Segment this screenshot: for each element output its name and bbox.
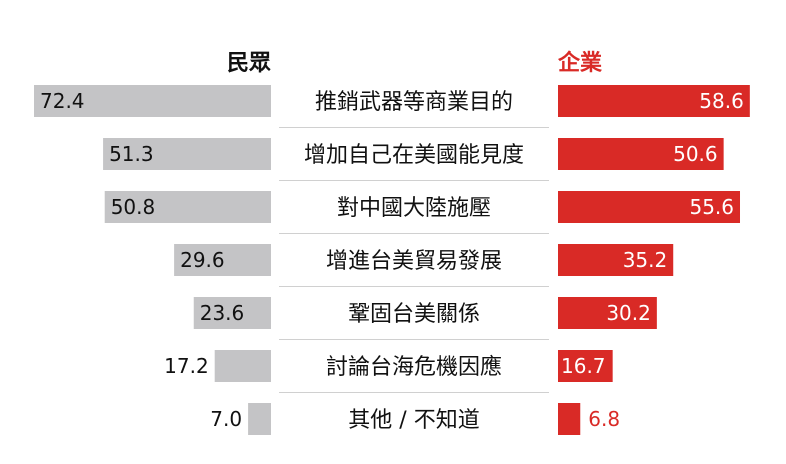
bar-public [248, 403, 271, 435]
value-label-company: 58.6 [699, 89, 744, 113]
category-label: 其他 / 不知道 [348, 408, 479, 433]
bar-company [558, 191, 741, 223]
bar-public [34, 85, 271, 117]
value-label-public: 29.6 [180, 248, 225, 272]
bar-public [193, 297, 271, 329]
category-label: 增加自己在美國能見度 [304, 143, 524, 168]
bar-company [558, 244, 674, 276]
bar-company [558, 138, 724, 170]
bar-company [558, 350, 613, 382]
bar-public [103, 138, 272, 170]
chart-rows: 72.4 推銷武器等商業目的 58.6 51.3 增加自己在美國能見度 50.6 50.8 對… [34, 85, 750, 435]
value-label-public: 7.0 [210, 407, 242, 431]
value-label-public: 50.8 [111, 195, 156, 219]
value-label-company: 30.2 [606, 301, 651, 325]
bar-public [214, 350, 271, 382]
category-label: 對中國大陸施壓 [337, 196, 491, 221]
bar-public [104, 191, 271, 223]
value-label-company: 50.6 [673, 142, 718, 166]
value-label-company: 35.2 [623, 248, 668, 272]
value-label-public: 17.2 [164, 354, 209, 378]
value-label-public: 51.3 [109, 142, 154, 166]
category-label: 推銷武器等商業目的 [315, 90, 513, 115]
value-label-public: 23.6 [200, 301, 245, 325]
category-label: 鞏固台美關係 [348, 302, 480, 327]
bar-company [558, 85, 750, 117]
bar-public [174, 244, 271, 276]
legend-company: 企業 [557, 50, 603, 76]
value-label-company: 6.8 [588, 407, 620, 431]
category-label: 討論台海危機因應 [326, 354, 502, 380]
bar-company [558, 297, 657, 329]
value-label-company: 16.7 [561, 354, 606, 378]
value-label-public: 72.4 [40, 89, 85, 113]
category-label: 增進台美貿易發展 [326, 249, 502, 274]
bar-company [558, 403, 581, 435]
legend-public: 民眾 [227, 51, 271, 76]
value-label-company: 55.6 [689, 195, 734, 219]
